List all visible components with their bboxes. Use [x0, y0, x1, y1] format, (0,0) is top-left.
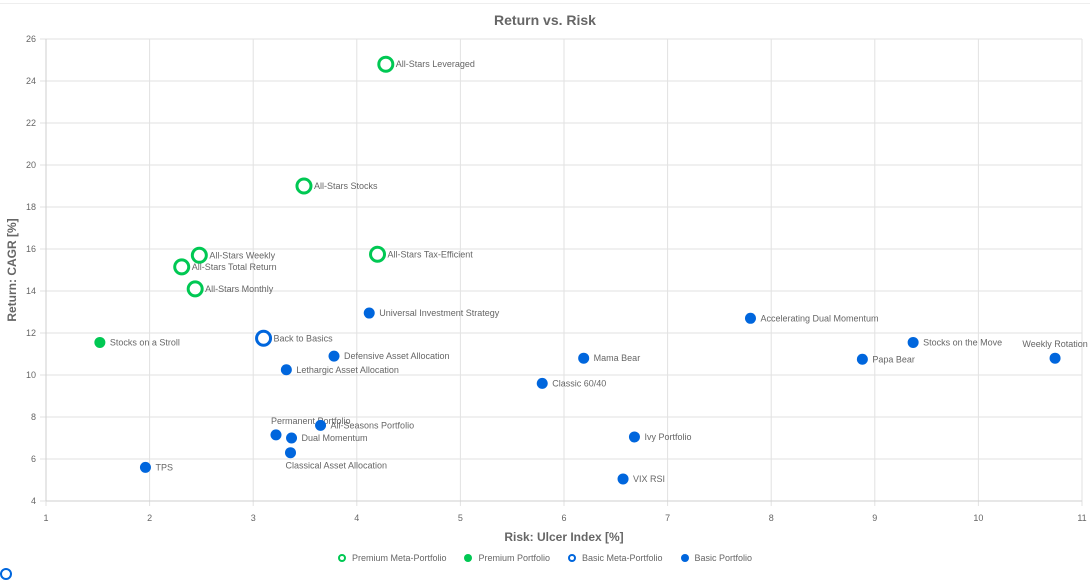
legend-label: Premium Meta-Portfolio: [351, 553, 447, 563]
data-point[interactable]: [578, 352, 590, 364]
x-tick-label: 5: [458, 513, 463, 523]
data-point-label: All-Stars Leveraged: [396, 59, 475, 69]
data-point-label: All-Seasons Portfolio: [331, 420, 415, 430]
legend-item-basic-portfolio[interactable]: Basic Portfolio: [680, 553, 753, 563]
y-tick-label: 22: [26, 118, 36, 128]
y-tick-label: 16: [26, 244, 36, 254]
y-tick-label: 6: [31, 454, 36, 464]
data-point-label: TPS: [155, 462, 173, 472]
y-tick-label: 20: [26, 160, 36, 170]
data-point[interactable]: [284, 447, 296, 459]
x-tick-label: 8: [769, 513, 774, 523]
data-point[interactable]: [1049, 352, 1061, 364]
data-point-label: Ivy Portfolio: [644, 432, 691, 442]
data-point-label: Defensive Asset Allocation: [344, 351, 450, 361]
data-point[interactable]: [139, 461, 151, 473]
data-point-label: Stocks on the Move: [923, 337, 1002, 347]
data-point[interactable]: [280, 364, 292, 376]
x-tick-label: 6: [561, 513, 566, 523]
data-point-hollow[interactable]: [173, 258, 191, 276]
data-point-label: Accelerating Dual Momentum: [760, 313, 878, 323]
x-axis-label: Risk: Ulcer Index [%]: [504, 530, 624, 544]
x-tick-label: 9: [872, 513, 877, 523]
data-point-label: All-Stars Weekly: [209, 250, 275, 260]
data-point-label: Papa Bear: [872, 354, 915, 364]
legend-item-premium-meta-portfolio[interactable]: Premium Meta-Portfolio: [337, 553, 447, 563]
data-point-label: All-Stars Tax-Efficient: [388, 249, 474, 259]
legend-item-premium-portfolio[interactable]: Premium Portfolio: [464, 553, 550, 563]
y-tick-label: 8: [31, 412, 36, 422]
data-point[interactable]: [617, 473, 629, 485]
hollow-circle-icon: [337, 554, 346, 562]
y-axis-label: Return: CAGR [%]: [5, 218, 19, 321]
y-tick-label: 14: [26, 286, 36, 296]
data-point-label: Classical Asset Allocation: [285, 461, 387, 471]
legend-label: Basic Meta-Portfolio: [582, 553, 663, 563]
data-point-label: Classic 60/40: [552, 378, 606, 388]
legend-item-basic-meta-portfolio[interactable]: Basic Meta-Portfolio: [568, 553, 663, 563]
x-tick-label: 11: [1077, 513, 1086, 523]
data-point-label: Permanent Portfolio: [271, 416, 351, 426]
y-tick-label: 18: [26, 202, 36, 212]
data-point-hollow[interactable]: [255, 329, 273, 347]
y-tick-label: 4: [31, 496, 36, 506]
data-point-label: Weekly Rotation: [1022, 339, 1087, 349]
data-point[interactable]: [907, 336, 919, 348]
data-point[interactable]: [328, 350, 340, 362]
data-point[interactable]: [94, 336, 106, 348]
data-point[interactable]: [744, 312, 756, 324]
y-tick-label: 10: [26, 370, 36, 380]
chart-container: [0, 3, 1090, 574]
x-tick-label: 7: [665, 513, 670, 523]
data-point[interactable]: [856, 353, 868, 365]
data-point-label: VIX RSI: [633, 474, 665, 484]
data-point-label: Universal Investment Strategy: [379, 308, 500, 318]
data-point-hollow[interactable]: [377, 55, 395, 73]
data-point[interactable]: [363, 307, 375, 319]
y-tick-label: 24: [26, 76, 36, 86]
data-point-hollow[interactable]: [186, 280, 204, 298]
x-tick-label: 1: [43, 513, 48, 523]
data-point-label: Back to Basics: [274, 333, 334, 343]
hollow-circle-icon: [568, 554, 576, 562]
x-tick-label: 3: [251, 513, 256, 523]
data-point-hollow[interactable]: [295, 177, 313, 195]
data-point-label: All-Stars Total Return: [192, 262, 277, 272]
filled-circle-icon: [680, 554, 689, 562]
data-point[interactable]: [628, 431, 640, 443]
data-point[interactable]: [286, 432, 298, 444]
y-tick-label: 26: [26, 34, 36, 44]
x-tick-label: 2: [147, 513, 152, 523]
legend-label: Premium Portfolio: [478, 553, 550, 563]
partial-circle-icon: [0, 568, 12, 580]
data-point[interactable]: [270, 429, 282, 441]
data-point[interactable]: [536, 377, 548, 389]
filled-circle-icon: [464, 554, 473, 562]
y-axis-label-text: Return: CAGR [%]: [5, 218, 19, 322]
data-point-hollow[interactable]: [190, 246, 208, 264]
chart-legend: Premium Meta-Portfolio Premium Portfolio…: [0, 553, 1090, 563]
x-tick-label: 4: [354, 513, 359, 523]
data-point-label: Mama Bear: [594, 353, 641, 363]
legend-label: Basic Portfolio: [694, 553, 753, 563]
data-point-label: Lethargic Asset Allocation: [296, 365, 399, 375]
data-point-hollow[interactable]: [369, 245, 387, 263]
x-tick-label: 10: [973, 513, 983, 523]
data-point-label: All-Stars Monthly: [205, 284, 274, 294]
data-point-label: Stocks on a Stroll: [110, 337, 180, 347]
y-tick-label: 12: [26, 328, 36, 338]
data-point-label: All-Stars Stocks: [314, 181, 378, 191]
data-point-label: Dual Momentum: [302, 433, 368, 443]
data-point[interactable]: [315, 419, 327, 431]
chart-title: Return vs. Risk: [494, 12, 596, 28]
